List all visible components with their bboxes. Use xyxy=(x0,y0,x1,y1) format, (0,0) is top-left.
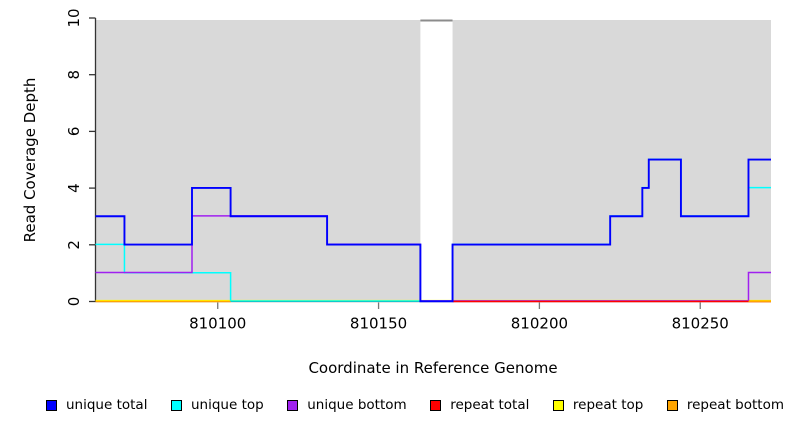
y-axis-title: Read Coverage Depth xyxy=(21,77,39,243)
repeat-top-swatch-icon xyxy=(552,399,564,411)
legend-item-unique-bottom: unique bottom xyxy=(287,397,407,413)
x-tick-label: 810250 xyxy=(672,315,729,333)
legend-item-unique-total: unique total xyxy=(46,397,147,413)
x-axis-title: Coordinate in Reference Genome xyxy=(308,359,558,377)
plot-background-right xyxy=(452,20,771,302)
y-tick-label: 6 xyxy=(65,127,83,137)
unique-top-swatch-icon xyxy=(171,399,182,411)
x-tick-label: 810150 xyxy=(350,315,407,333)
y-tick-label: 2 xyxy=(65,240,83,250)
repeat-total-swatch-icon xyxy=(430,399,442,411)
chart-canvas: 810100 810150 810200 810250 0 2 4 6 8 10 xyxy=(65,8,771,333)
legend-item-repeat-top: repeat top xyxy=(552,397,644,413)
legend-label: unique top xyxy=(191,397,264,413)
unique-total-swatch-icon xyxy=(46,399,57,411)
plot-background-left xyxy=(95,20,421,302)
y-tick-label: 0 xyxy=(65,297,83,307)
x-tick-label: 810100 xyxy=(189,315,246,333)
legend: unique total unique top unique bottom re… xyxy=(46,397,784,413)
unique-bottom-swatch-icon xyxy=(287,399,299,411)
legend-item-unique-top: unique top xyxy=(171,397,264,413)
legend-label: unique bottom xyxy=(307,397,407,413)
legend-label: unique total xyxy=(66,397,148,413)
legend-label: repeat total xyxy=(450,397,530,413)
x-tick-label: 810200 xyxy=(511,315,568,333)
repeat-bottom-swatch-icon xyxy=(666,399,678,411)
y-tick-label: 10 xyxy=(65,8,83,27)
legend-label: repeat top xyxy=(572,397,644,413)
legend-item-repeat-total: repeat total xyxy=(430,397,529,413)
y-tick-label: 4 xyxy=(65,183,83,193)
legend-item-repeat-bottom: repeat bottom xyxy=(666,397,784,413)
legend-label: repeat bottom xyxy=(686,397,784,413)
series-unique-total xyxy=(95,158,771,303)
y-tick-label: 8 xyxy=(65,70,83,80)
